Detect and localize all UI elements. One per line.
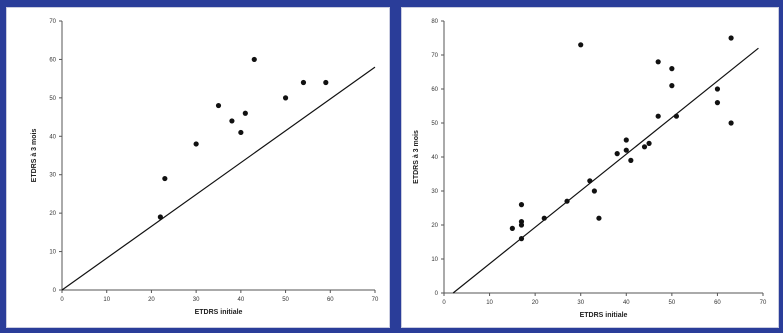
data-point [614,151,620,157]
y-tick-label: 50 [49,96,56,102]
x-tick-label: 60 [327,297,334,303]
y-tick-label: 0 [435,291,439,297]
y-tick-label: 60 [49,57,56,63]
data-point [587,178,593,184]
data-point [596,215,602,221]
x-tick-label: 30 [577,300,584,306]
data-point [518,236,525,242]
data-point [215,102,222,109]
trend-line [452,47,759,294]
data-point [669,66,675,72]
data-point [641,144,648,150]
y-tick-label: 20 [49,211,56,217]
y-axis-label: ETDRS à 3 mois [413,130,420,184]
x-tick-label: 50 [669,300,676,306]
y-tick-label: 30 [431,189,438,195]
trend-line [61,66,376,291]
data-point [591,188,597,194]
data-point [242,110,248,116]
x-tick-label: 10 [103,297,110,303]
y-tick-label: 10 [431,257,438,263]
data-point [193,141,199,147]
x-tick-label: 0 [60,297,64,303]
x-axis-label: ETDRS initiale [580,312,628,319]
data-point [300,79,307,86]
data-point [238,129,244,136]
data-point [564,198,570,204]
data-point [623,147,629,153]
data-point [673,113,680,119]
y-tick-label: 40 [431,155,438,161]
x-tick-label: 40 [623,300,630,306]
y-tick-label: 40 [49,134,56,140]
y-tick-label: 10 [49,250,56,256]
data-point [714,86,721,92]
data-point [655,59,661,65]
data-point [509,225,515,231]
data-point [518,202,525,208]
y-tick-label: 70 [431,53,438,59]
y-tick-label: 20 [431,223,438,229]
y-tick-label: 60 [431,87,438,93]
y-tick-label: 70 [49,19,56,25]
x-tick-label: 30 [193,297,200,303]
data-point [229,118,235,124]
y-tick-label: 30 [49,173,56,179]
data-point [628,157,634,163]
y-tick-label: 0 [53,288,57,294]
x-tick-label: 20 [532,300,539,306]
data-point [541,215,547,221]
data-point [157,214,163,220]
data-point [646,140,652,146]
data-point [623,137,629,143]
chart-panel-left: 0 10 20 30 40 50 60 70 0 10 20 30 40 50 60 70 ETDRS init… [6,7,390,328]
data-point [578,42,584,48]
chart-panel-right: 0 10 20 30 40 50 60 70 0 10 20 30 40 50 60 70 80 ETDRS in… [401,7,779,328]
x-tick-label: 40 [238,297,245,303]
data-point [518,222,525,228]
data-point [728,120,734,126]
x-tick-label: 70 [372,297,379,303]
y-tick-label: 80 [431,19,438,25]
data-point [251,56,257,63]
data-point [323,79,329,86]
x-tick-label: 60 [714,300,721,306]
x-tick-label: 50 [282,297,289,303]
x-tick-label: 70 [760,300,767,306]
x-tick-label: 20 [148,297,155,303]
data-point [714,100,721,106]
scatter-chart-left: 0 10 20 30 40 50 60 70 0 10 20 30 40 50 60 70 ETDRS init… [31,19,379,316]
data-point [728,35,734,41]
data-point [282,95,289,101]
y-axis-label: ETDRS à 3 mois [31,129,38,183]
y-tick-label: 50 [431,121,438,127]
scatter-chart-right: 0 10 20 30 40 50 60 70 0 10 20 30 40 50 60 70 80 ETDRS in… [413,19,767,319]
x-tick-label: 0 [442,300,446,306]
x-tick-label: 10 [486,300,493,306]
x-axis-label: ETDRS initiale [195,309,243,316]
data-point [655,113,661,119]
data-point [162,175,168,182]
data-point [669,83,675,89]
